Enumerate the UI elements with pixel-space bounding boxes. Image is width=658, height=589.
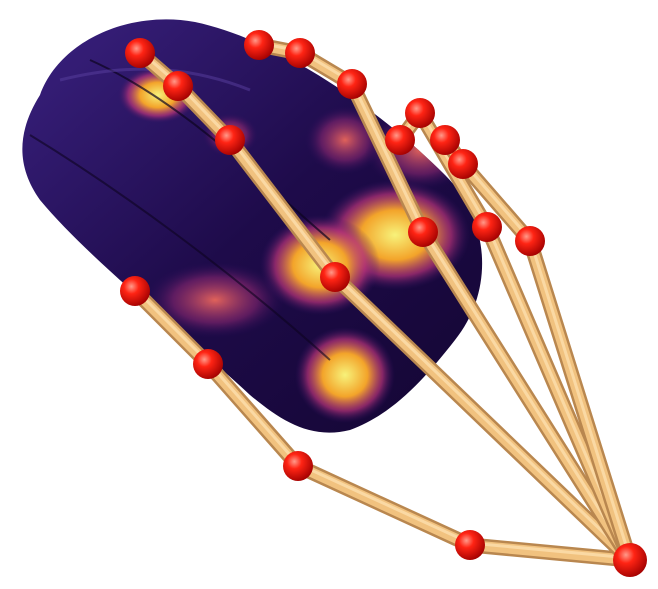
bone-highlight — [461, 160, 532, 241]
bone-highlight — [528, 237, 632, 560]
joint-i4 — [125, 38, 155, 68]
bone-t1-t2 — [293, 461, 475, 550]
bone-highlight — [296, 462, 472, 545]
joint-t2 — [283, 451, 313, 481]
bone-highlight — [228, 136, 337, 277]
joint-r3 — [385, 125, 415, 155]
joint-t3 — [193, 349, 223, 379]
joint-i2 — [215, 125, 245, 155]
joint-t4 — [120, 276, 150, 306]
bone-highlight — [421, 228, 632, 560]
joint-p1 — [515, 226, 545, 256]
joint-p2 — [448, 149, 478, 179]
joint-m1 — [408, 217, 438, 247]
bone-highlight — [350, 80, 425, 232]
joint-m2 — [337, 69, 367, 99]
hand-joints — [120, 30, 647, 577]
joint-i1 — [320, 262, 350, 292]
joint-m4 — [244, 30, 274, 60]
contact-region — [145, 262, 285, 338]
joint-p3 — [430, 125, 460, 155]
joint-wrist — [613, 543, 647, 577]
bone-highlight — [468, 541, 632, 560]
bone-highlight — [333, 273, 632, 560]
bone-wrist-t1 — [465, 540, 635, 565]
joint-i3 — [163, 71, 193, 101]
bone-highlight — [206, 360, 300, 466]
bone-highlight — [133, 287, 210, 364]
joint-m3 — [285, 38, 315, 68]
joint-r1 — [472, 212, 502, 242]
joint-t1 — [455, 530, 485, 560]
joint-r2 — [405, 98, 435, 128]
